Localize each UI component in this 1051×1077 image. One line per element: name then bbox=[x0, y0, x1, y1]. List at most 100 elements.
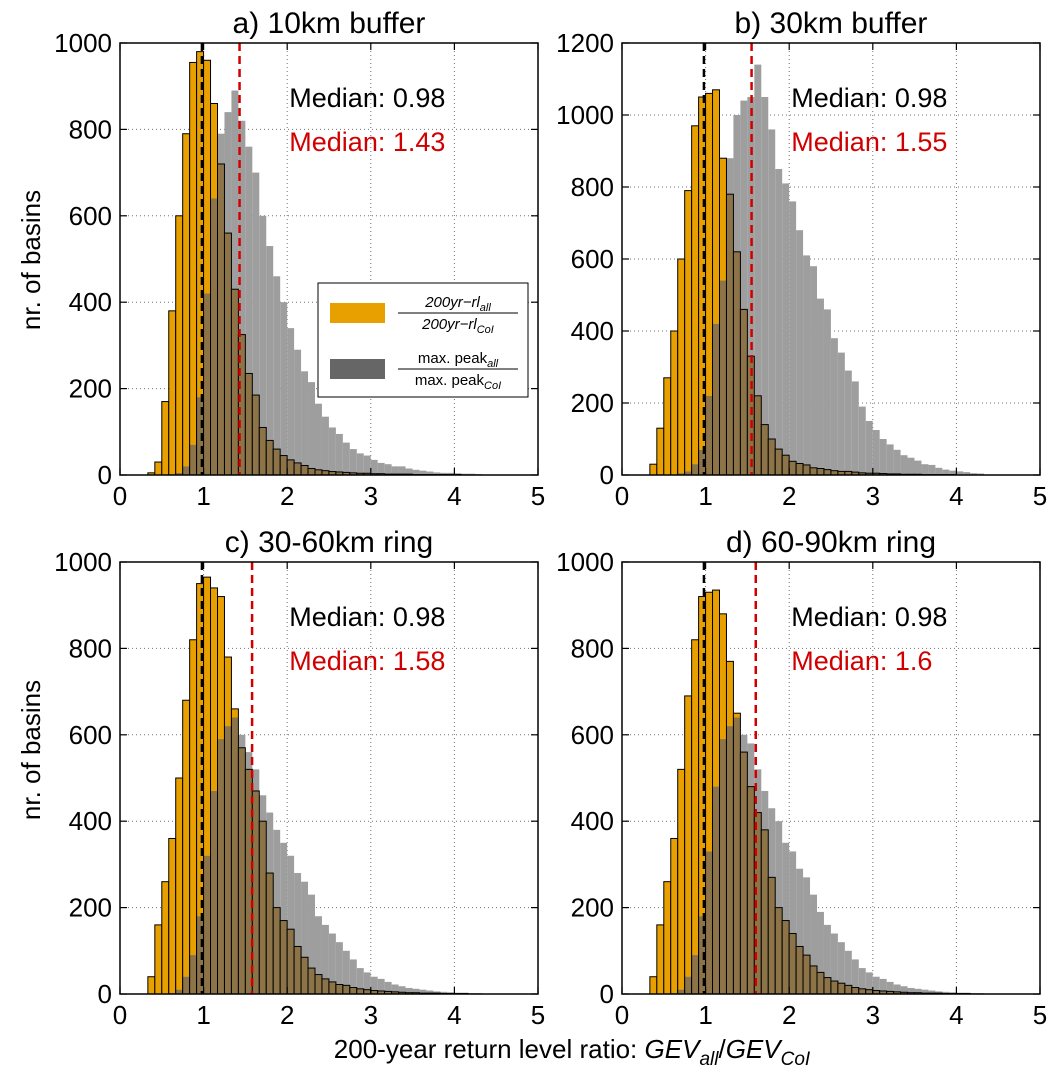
rl-ratio-bar-overlap bbox=[252, 395, 260, 475]
rl-ratio-bar-overlap bbox=[391, 991, 399, 994]
y-tick-label: 600 bbox=[69, 720, 112, 750]
peak-ratio-bar bbox=[273, 276, 281, 475]
chart-panel-2: Median: 0.98 Median: 1.58 0 1 2 3 4 5 0 200 400 600… bbox=[54, 526, 545, 1030]
peak-ratio-bar bbox=[391, 466, 399, 475]
peak-ratio-bar bbox=[287, 855, 295, 994]
y-tick-label: 1200 bbox=[556, 28, 614, 58]
x-tick-label: 4 bbox=[447, 481, 461, 511]
peak-ratio-bar bbox=[754, 64, 762, 475]
rl-ratio-bar-overlap bbox=[816, 468, 824, 475]
peak-ratio-bar bbox=[335, 942, 343, 994]
rl-ratio-bar-overlap bbox=[321, 470, 329, 475]
peak-ratio-bar bbox=[426, 990, 434, 994]
rl-ratio-bar-overlap bbox=[803, 955, 811, 994]
peak-ratio-bar bbox=[377, 978, 385, 994]
rl-ratio-bar-overlap bbox=[252, 790, 260, 994]
peak-ratio-bar bbox=[280, 842, 288, 994]
rl-ratio-bar-overlap bbox=[280, 920, 288, 994]
rl-ratio-bar-overlap bbox=[273, 449, 281, 475]
peak-ratio-bar bbox=[823, 309, 831, 475]
rl-ratio-bar-overlap bbox=[844, 471, 852, 475]
x-tick-label: 1 bbox=[196, 481, 210, 511]
peak-ratio-bar bbox=[356, 968, 364, 994]
y-tick-label: 800 bbox=[571, 633, 614, 663]
peak-ratio-bar bbox=[342, 950, 350, 994]
rl-ratio-bar bbox=[705, 592, 713, 852]
x-tick-label: 0 bbox=[113, 1000, 127, 1030]
rl-ratio-bar bbox=[712, 590, 720, 787]
peak-ratio-bar bbox=[356, 453, 364, 475]
peak-ratio-bar bbox=[314, 916, 322, 994]
rl-ratio-bar-overlap bbox=[280, 455, 288, 475]
rl-ratio-bar bbox=[161, 881, 169, 994]
rl-ratio-bar-overlap bbox=[182, 976, 190, 994]
rl-ratio-bar-overlap bbox=[238, 334, 246, 475]
y-tick-label: 800 bbox=[571, 172, 614, 202]
peak-ratio-bar bbox=[398, 986, 406, 994]
rl-ratio-bar bbox=[684, 695, 692, 977]
rl-ratio-bar bbox=[168, 838, 176, 994]
rl-ratio-bar-overlap bbox=[775, 449, 783, 475]
rl-ratio-bar-overlap bbox=[684, 976, 692, 994]
rl-ratio-bar bbox=[677, 259, 685, 474]
plot-frame bbox=[119, 561, 539, 995]
rl-ratio-bar-overlap bbox=[789, 933, 797, 994]
peak-ratio-bar bbox=[349, 959, 357, 994]
peak-ratio-bar bbox=[363, 972, 371, 994]
peak-ratio-bar bbox=[328, 933, 336, 994]
rl-ratio-bar-overlap bbox=[384, 991, 392, 994]
peak-ratio-bar bbox=[314, 403, 322, 475]
rl-ratio-bar-overlap bbox=[287, 459, 295, 475]
peak-ratio-bar bbox=[851, 381, 859, 475]
peak-ratio-bar bbox=[370, 976, 378, 994]
peak-ratio-bar bbox=[308, 894, 315, 994]
rl-ratio-bar-overlap bbox=[684, 471, 692, 475]
x-tick-label: 2 bbox=[280, 481, 294, 511]
rl-ratio-bar-overlap bbox=[719, 739, 727, 994]
panel-title: c) 30-60km ring bbox=[225, 526, 433, 559]
rl-ratio-bar-overlap bbox=[203, 855, 211, 994]
y-tick-label: 600 bbox=[571, 244, 614, 274]
x-tick-label: 4 bbox=[949, 1000, 963, 1030]
x-tick-label: 0 bbox=[113, 481, 127, 511]
panel-title: d) 60-90km ring bbox=[726, 526, 936, 559]
rl-ratio-bar bbox=[677, 769, 685, 990]
peak-ratio-bar bbox=[782, 842, 790, 994]
y-tick-label: 200 bbox=[69, 893, 112, 923]
rl-ratio-bar-overlap bbox=[754, 395, 762, 475]
chart-panel-3: Median: 0.98 Median: 1.6 0 1 2 3 4 5 0 200 400 600 8… bbox=[556, 526, 1047, 1030]
rl-ratio-bar-overlap bbox=[266, 873, 274, 994]
rl-ratio-bar-overlap bbox=[342, 472, 350, 475]
rl-ratio-bar bbox=[733, 713, 741, 718]
x-tick-label: 5 bbox=[531, 481, 545, 511]
rl-ratio-bar-overlap bbox=[893, 991, 901, 994]
rl-ratio-bar-overlap bbox=[308, 468, 315, 475]
peak-ratio-bar bbox=[844, 370, 852, 475]
rl-ratio-bar bbox=[189, 62, 197, 445]
rl-ratio-bar-overlap bbox=[273, 907, 281, 994]
peak-ratio-bar bbox=[963, 472, 971, 475]
rl-ratio-bar-overlap bbox=[301, 957, 309, 994]
rl-ratio-bar-overlap bbox=[872, 473, 880, 475]
rl-ratio-bar bbox=[649, 464, 657, 475]
rl-ratio-bar-overlap bbox=[858, 988, 866, 994]
rl-ratio-bar bbox=[175, 215, 183, 473]
peak-ratio-bar bbox=[837, 942, 845, 994]
peak-ratio-bar bbox=[412, 469, 420, 475]
peak-ratio-bar bbox=[879, 439, 887, 475]
rl-ratio-bar-overlap bbox=[363, 473, 371, 475]
rl-ratio-bar-overlap bbox=[342, 985, 350, 994]
rl-ratio-bar-overlap bbox=[816, 972, 824, 994]
peak-ratio-bar bbox=[782, 183, 790, 475]
peak-ratio-bar bbox=[803, 255, 811, 475]
rl-ratio-bar-overlap bbox=[314, 974, 322, 994]
x-tick-label: 4 bbox=[949, 481, 963, 511]
rl-ratio-bar-overlap bbox=[768, 877, 776, 994]
rl-ratio-bar bbox=[168, 310, 176, 475]
y-tick-label: 0 bbox=[600, 460, 614, 490]
rl-ratio-bar-overlap bbox=[314, 469, 322, 475]
rl-ratio-bar bbox=[656, 924, 664, 994]
peak-ratio-bar bbox=[231, 90, 239, 476]
rl-ratio-bar-overlap bbox=[377, 990, 385, 994]
